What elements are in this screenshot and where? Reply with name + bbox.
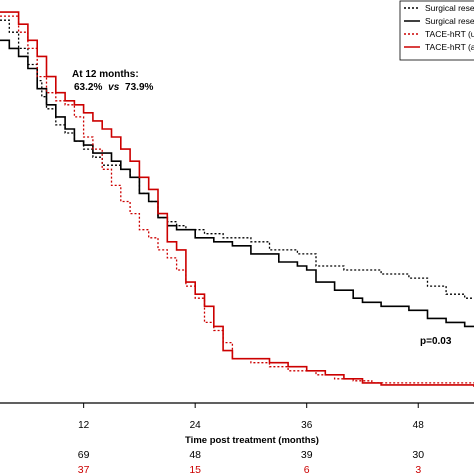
plot-area: 12 24 36 48 bbox=[0, 11, 474, 431]
annotation-vs: vs bbox=[108, 82, 120, 93]
x-axis-title: Time post treatment (months) bbox=[185, 435, 319, 446]
annotation-rate-b: 73.9% bbox=[125, 82, 153, 93]
legend-box bbox=[399, 0, 474, 61]
x-tick-layer: 12 24 36 48 bbox=[78, 403, 424, 431]
km-curve-3 bbox=[0, 15, 474, 384]
km-curve-2 bbox=[0, 39, 474, 328]
x-tick-label-24: 24 bbox=[190, 420, 202, 431]
p-value-label: p=0.03 bbox=[420, 336, 452, 347]
annotation-group: At 12 months: 63.2% vs 73.9% p=0.03 bbox=[72, 69, 452, 347]
km-curve-4 bbox=[0, 11, 474, 387]
x-tick-label-36: 36 bbox=[301, 420, 313, 431]
risk-cell-2-4: 3 bbox=[415, 464, 421, 474]
legend: Surgical rese Surgical rese TACE-hRT (un TA… bbox=[399, 0, 474, 61]
series-layer bbox=[0, 11, 474, 387]
legend-label-4: TACE-hRT (ad bbox=[425, 42, 474, 52]
risk-table: 69 48 39 30 37 15 6 3 bbox=[78, 449, 424, 474]
risk-cell-1-2: 48 bbox=[189, 449, 201, 461]
risk-cell-2-1: 37 bbox=[78, 464, 90, 474]
risk-cell-2-2: 15 bbox=[189, 464, 201, 474]
legend-label-1: Surgical rese bbox=[425, 3, 474, 13]
x-tick-label-48: 48 bbox=[413, 420, 425, 431]
legend-label-3: TACE-hRT (un bbox=[425, 29, 474, 39]
risk-cell-1-3: 39 bbox=[301, 449, 313, 461]
annotation-rates: 63.2% vs 73.9% bbox=[74, 82, 154, 93]
x-tick-label-12: 12 bbox=[78, 420, 90, 431]
annotation-months: At 12 months: bbox=[72, 69, 139, 80]
risk-cell-2-3: 6 bbox=[304, 464, 310, 474]
risk-cell-1-1: 69 bbox=[78, 449, 90, 461]
legend-items: Surgical rese Surgical rese TACE-hRT (un TA… bbox=[404, 3, 474, 52]
risk-cell-1-4: 30 bbox=[412, 449, 424, 461]
km-curve-1 bbox=[0, 19, 474, 299]
legend-label-2: Surgical rese bbox=[425, 16, 474, 26]
annotation-rate-a: 63.2% bbox=[74, 82, 102, 93]
